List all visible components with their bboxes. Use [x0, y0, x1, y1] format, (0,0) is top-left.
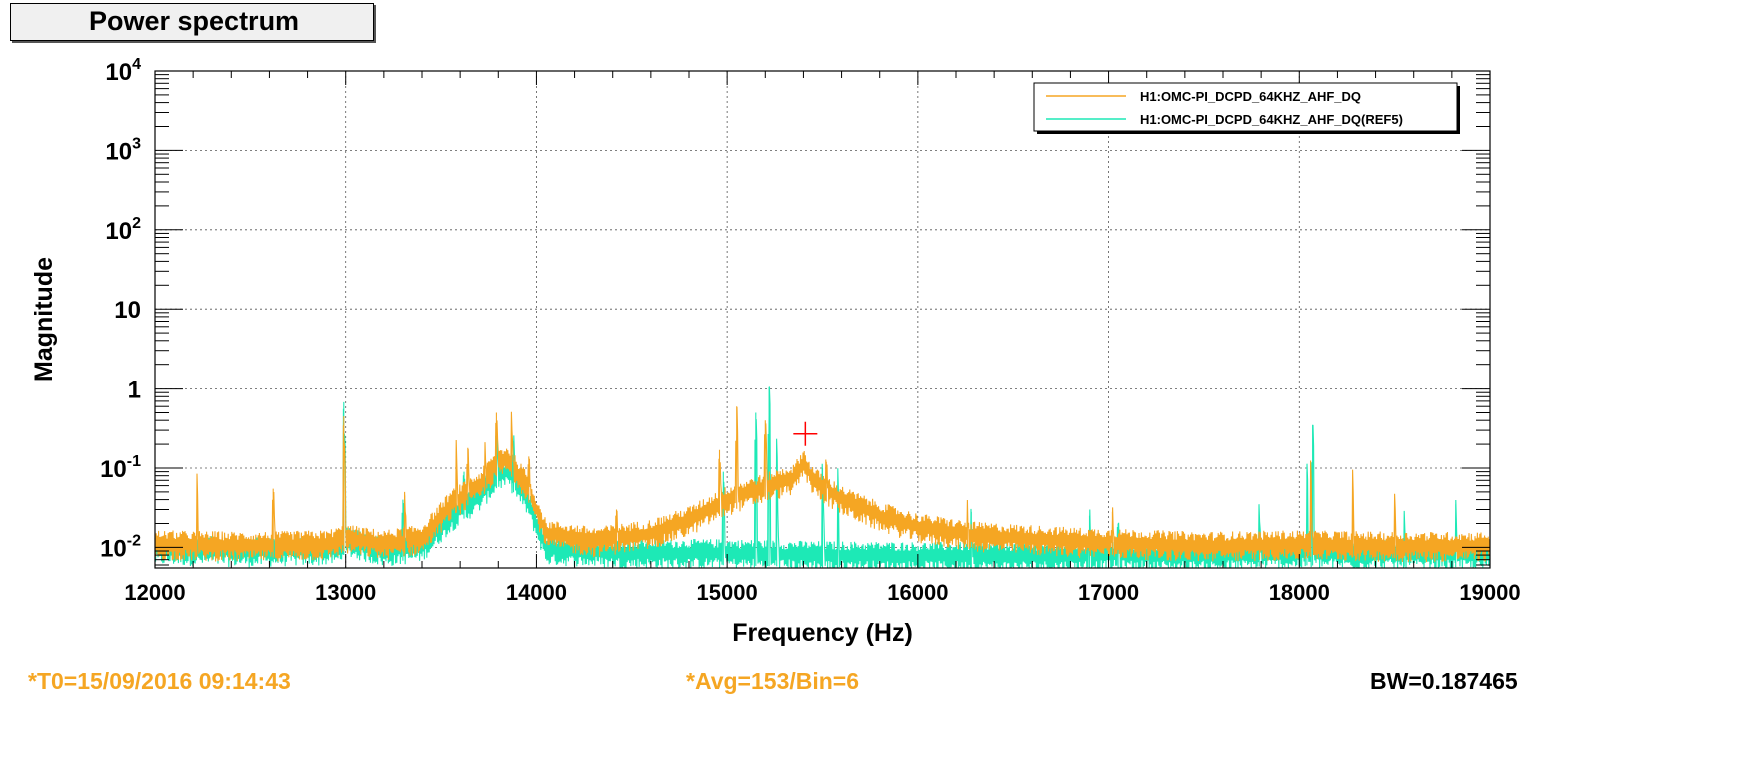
y-axis-label: Magnitude: [30, 257, 58, 382]
x-tick-label: 12000: [124, 580, 185, 605]
power-spectrum-chart: 12000 13000 14000 15000 16000 17000 18000 19000…: [30, 56, 1521, 647]
axis-ticks: [154, 70, 1491, 568]
legend-box: [1033, 82, 1458, 132]
window-title: Power spectrum: [10, 3, 374, 41]
footer-average: *Avg=153/Bin=6: [686, 668, 860, 694]
x-tick-label: 15000: [697, 580, 758, 605]
footer-bandwidth: BW=0.187465: [1370, 668, 1518, 694]
y-tick-label: 10-2: [100, 532, 141, 562]
tick-labels: 12000 13000 14000 15000 16000 17000 18000 19000…: [100, 56, 1521, 605]
x-tick-label: 13000: [315, 580, 376, 605]
series-line-0: [154, 406, 1491, 563]
y-tick-label: 10-1: [100, 453, 141, 483]
window-title-text: Power spectrum: [89, 6, 300, 36]
x-tick-label: 16000: [887, 580, 948, 605]
legend-label: H1:OMC-PI_DCPD_64KHZ_AHF_DQ: [1140, 89, 1361, 104]
footer-t0: *T0=15/09/2016 09:14:43: [28, 668, 291, 694]
y-tick-label: 10: [114, 297, 141, 324]
x-axis-label: Frequency (Hz): [732, 619, 913, 647]
x-tick-label: 17000: [1078, 580, 1139, 605]
x-tick-label: 18000: [1269, 580, 1330, 605]
y-tick-label: 103: [105, 135, 141, 165]
x-tick-label: 19000: [1459, 580, 1520, 605]
y-tick-label: 102: [105, 215, 141, 245]
series-layer: [154, 386, 1491, 569]
plot-frame: [154, 70, 1491, 569]
peak-cursor: [793, 421, 818, 446]
legend-label: H1:OMC-PI_DCPD_64KHZ_AHF_DQ(REF5): [1140, 112, 1403, 127]
legend: H1:OMC-PI_DCPD_64KHZ_AHF_DQ H1:OMC-PI_DCP…: [1033, 82, 1460, 134]
x-tick-label: 14000: [506, 580, 567, 605]
y-tick-label: 1: [128, 377, 141, 404]
y-tick-label: 104: [105, 56, 141, 86]
